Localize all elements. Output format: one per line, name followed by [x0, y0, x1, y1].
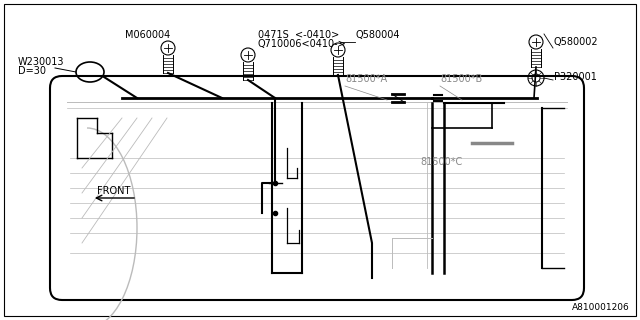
Text: 81500*B: 81500*B [440, 74, 483, 84]
Text: W230013: W230013 [18, 57, 65, 67]
Text: 0471S  <-0410>: 0471S <-0410> [258, 30, 339, 40]
Text: FRONT: FRONT [97, 186, 131, 196]
Text: 81500*C: 81500*C [420, 157, 462, 167]
Text: Q580004: Q580004 [355, 30, 399, 40]
Text: Q580002: Q580002 [554, 37, 598, 47]
Text: Q710006<0410->: Q710006<0410-> [258, 39, 347, 49]
Text: A810001206: A810001206 [572, 303, 630, 312]
Text: D=30: D=30 [18, 66, 46, 76]
Text: P320001: P320001 [554, 72, 597, 82]
Text: M060004: M060004 [125, 30, 171, 40]
Text: 81500*A: 81500*A [345, 74, 387, 84]
